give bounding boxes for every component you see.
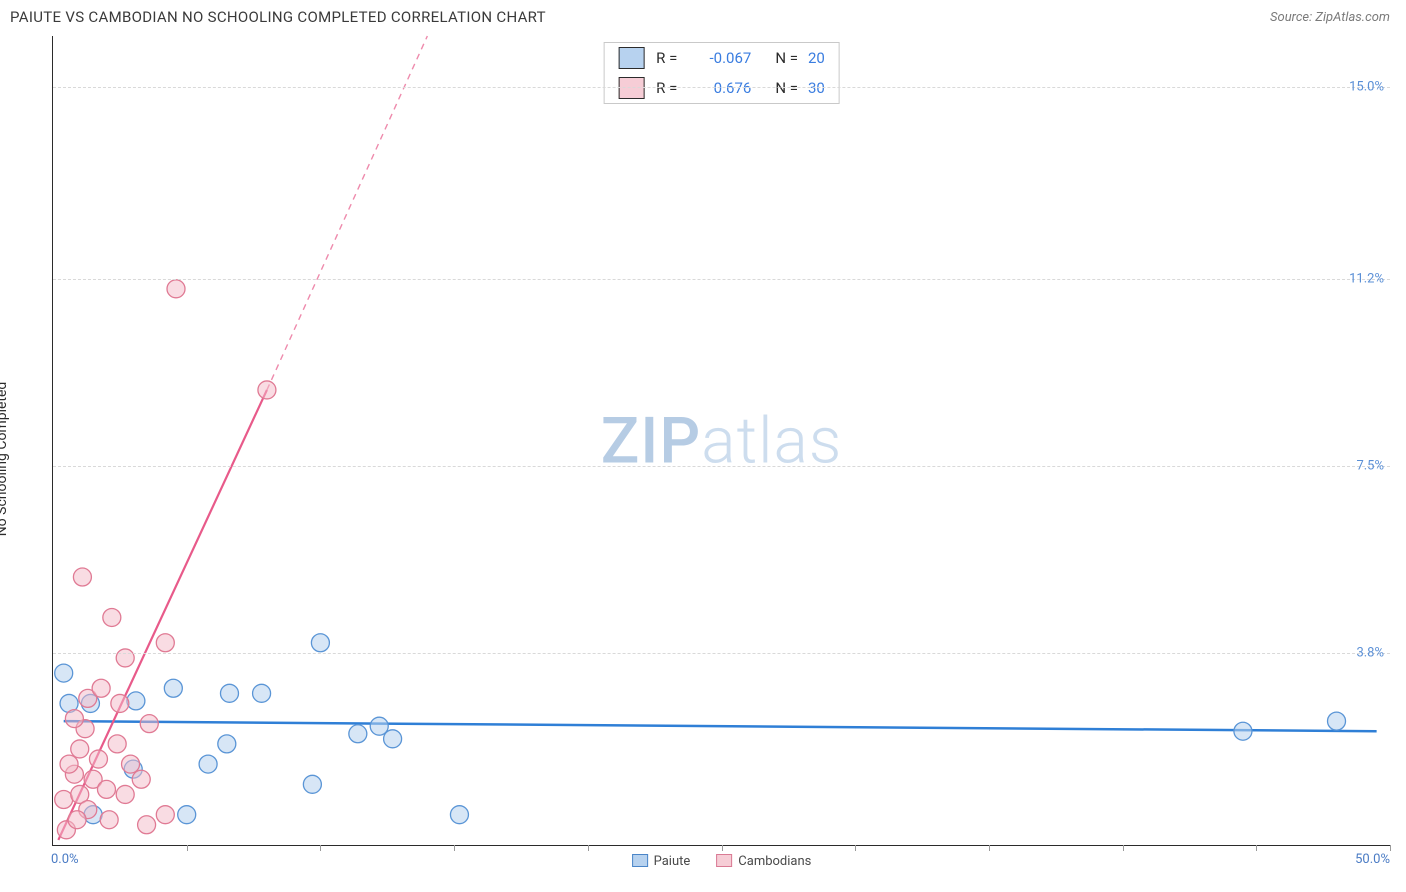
x-tick-mark bbox=[454, 845, 455, 851]
source-label: Source: ZipAtlas.com bbox=[1270, 10, 1390, 25]
x-tick-mark bbox=[1256, 845, 1257, 851]
r-label: R = bbox=[656, 79, 677, 97]
stat-row-paiute: R = -0.067 N = 20 bbox=[604, 43, 839, 73]
legend-item-paiute: Paiute bbox=[632, 854, 691, 869]
stat-legend-box: R = -0.067 N = 20 R = 0.676 N = 30 bbox=[603, 42, 840, 104]
y-tick-label: 11.2% bbox=[1349, 271, 1384, 286]
n-label: N = bbox=[775, 49, 798, 67]
x-tick-mark bbox=[1123, 845, 1124, 851]
bottom-legend: Paiute Cambodians bbox=[632, 854, 812, 869]
x-tick-mark bbox=[722, 845, 723, 851]
n-value-paiute: 20 bbox=[808, 49, 825, 67]
gridline bbox=[53, 653, 1390, 654]
gridline bbox=[53, 466, 1390, 467]
stat-row-cambodians: R = 0.676 N = 30 bbox=[604, 73, 839, 103]
legend-item-cambodians: Cambodians bbox=[716, 854, 811, 869]
plot-area: ZIPatlas R = -0.067 N = 20 R = 0.676 N =… bbox=[52, 36, 1390, 846]
x-tick-mark bbox=[320, 845, 321, 851]
r-value-paiute: -0.067 bbox=[687, 49, 751, 67]
swatch-pink-icon bbox=[716, 854, 732, 867]
n-value-cambodians: 30 bbox=[808, 79, 825, 97]
y-axis-label: No Schooling Completed bbox=[0, 382, 10, 537]
r-label: R = bbox=[656, 49, 677, 67]
legend-label-cambodians: Cambodians bbox=[738, 854, 811, 869]
x-end-label: 50.0% bbox=[1355, 852, 1390, 867]
x-tick-mark bbox=[989, 845, 990, 851]
x-tick-mark bbox=[1390, 845, 1391, 851]
swatch-blue-icon bbox=[632, 854, 648, 867]
r-value-cambodians: 0.676 bbox=[687, 79, 751, 97]
gridline bbox=[53, 87, 1390, 88]
y-tick-label: 3.8% bbox=[1356, 645, 1384, 660]
gridline bbox=[53, 279, 1390, 280]
chart-title: PAIUTE VS CAMBODIAN NO SCHOOLING COMPLET… bbox=[10, 8, 546, 26]
chart-header: PAIUTE VS CAMBODIAN NO SCHOOLING COMPLET… bbox=[0, 0, 1406, 30]
y-tick-label: 15.0% bbox=[1349, 79, 1384, 94]
x-origin-label: 0.0% bbox=[51, 852, 79, 867]
x-tick-mark bbox=[187, 845, 188, 851]
legend-label-paiute: Paiute bbox=[654, 854, 691, 869]
scatter-svg-layer bbox=[53, 36, 1390, 845]
chart-container: No Schooling Completed ZIPatlas R = -0.0… bbox=[10, 36, 1390, 882]
x-tick-mark bbox=[588, 845, 589, 851]
x-tick-mark bbox=[855, 845, 856, 851]
swatch-blue-icon bbox=[618, 47, 644, 69]
swatch-pink-icon bbox=[618, 77, 644, 99]
y-tick-label: 7.5% bbox=[1356, 458, 1384, 473]
n-label: N = bbox=[775, 79, 798, 97]
